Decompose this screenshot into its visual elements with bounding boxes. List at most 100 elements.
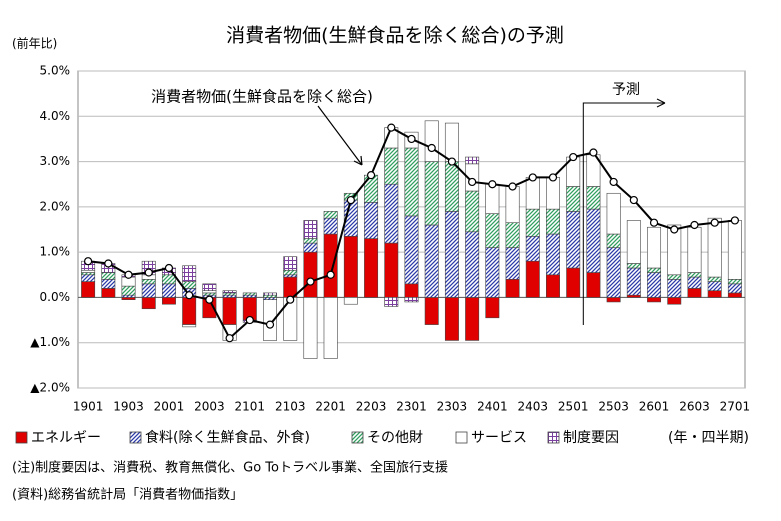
bar-segment xyxy=(404,147,419,217)
bar-segment xyxy=(707,217,722,278)
bar-segment xyxy=(323,211,338,219)
bar-segment xyxy=(141,283,156,298)
bar-segment xyxy=(263,297,277,300)
bar-segment xyxy=(606,297,621,303)
bar-segment xyxy=(242,292,257,296)
bar-segment xyxy=(202,292,217,296)
legend-label: エネルギー xyxy=(31,430,101,446)
total-point xyxy=(548,173,558,182)
total-point xyxy=(730,216,739,225)
total-point xyxy=(104,259,113,268)
bar-segment xyxy=(727,220,742,280)
x-unit: (年・四半期) xyxy=(668,430,749,446)
bar-segment xyxy=(121,297,136,300)
bar-segment xyxy=(727,292,742,298)
x-tick-label: 2003 xyxy=(194,400,225,414)
legend-label: その他財 xyxy=(367,430,423,446)
legend-swatch xyxy=(15,431,28,444)
bar-segment xyxy=(687,288,702,298)
total-point xyxy=(205,295,214,304)
total-point xyxy=(690,220,699,230)
x-tick-label: 2701 xyxy=(720,400,751,414)
total-point xyxy=(265,320,275,329)
legend-swatch xyxy=(455,431,468,444)
y-tick-label: ▲1.0% xyxy=(30,335,70,349)
bar-segment xyxy=(323,233,338,298)
bar-segment xyxy=(404,297,419,303)
bar-segment xyxy=(626,267,641,296)
legend-label: 食料(除く生鮮食品、外食) xyxy=(145,429,310,446)
total-point xyxy=(609,177,618,187)
bar-segment xyxy=(101,279,116,289)
bar-segment xyxy=(222,292,237,296)
bar-segment xyxy=(465,156,480,165)
bar-segment xyxy=(323,297,338,359)
bar-segment xyxy=(424,297,439,325)
bar-segment xyxy=(444,161,459,212)
bar-segment xyxy=(202,283,217,291)
bar-segment xyxy=(161,274,176,285)
note: (資料)総務省統計局「消費者物価指数」 xyxy=(12,487,243,503)
bar-segment xyxy=(364,202,379,239)
total-point xyxy=(710,218,719,227)
x-tick-label: 2303 xyxy=(437,400,468,414)
annotation-arrow xyxy=(317,105,363,166)
total-point xyxy=(225,334,234,343)
bar-segment xyxy=(667,297,682,305)
y-tick-label: 3.0% xyxy=(40,154,71,168)
bar-segment xyxy=(667,279,682,298)
total-point xyxy=(488,180,497,189)
bar-segment xyxy=(384,242,399,298)
total-point xyxy=(185,291,194,300)
bar-segment xyxy=(81,272,96,276)
legend-swatch xyxy=(129,431,142,444)
bar-segment xyxy=(263,294,277,298)
bar-segment xyxy=(727,283,742,294)
bar-segment xyxy=(161,283,176,298)
bar-segment xyxy=(586,208,601,273)
bar-segment xyxy=(384,297,399,307)
y-tick-label: ▲2.0% xyxy=(30,381,70,395)
bar-segment xyxy=(384,183,399,244)
bar-segment xyxy=(121,285,136,296)
bar-segment xyxy=(626,220,641,264)
bar-segment xyxy=(424,120,439,162)
bar-segment xyxy=(626,294,641,298)
bar-segment xyxy=(404,215,419,285)
total-point xyxy=(528,173,537,182)
x-tick-label: 2101 xyxy=(235,400,266,414)
y-tick-label: 1.0% xyxy=(40,245,71,259)
bar-segment xyxy=(121,294,136,298)
bar-segment xyxy=(303,238,318,244)
bar-segment xyxy=(303,297,318,359)
bar-segment xyxy=(626,263,641,269)
bar-segment xyxy=(505,186,520,224)
bar-segment xyxy=(505,279,520,298)
chart-title: 消費者物価(生鮮食品を除く総合)の予測 xyxy=(226,25,564,47)
bar-segment xyxy=(687,276,702,289)
total-point xyxy=(407,134,416,144)
x-tick-label: 2401 xyxy=(477,400,508,414)
total-point xyxy=(589,148,598,157)
bar-segment xyxy=(384,147,399,185)
x-tick-label: 2503 xyxy=(598,400,629,414)
bar-segment xyxy=(586,186,601,210)
bar-segment xyxy=(364,238,379,298)
bar-segment xyxy=(263,292,277,296)
total-point xyxy=(84,257,93,266)
x-tick-label: 2103 xyxy=(275,400,306,414)
bar-segment xyxy=(303,251,318,298)
bar-segment xyxy=(81,281,96,298)
bar-segment xyxy=(566,186,581,212)
bar-segment xyxy=(727,279,742,285)
bar-segment xyxy=(424,224,439,298)
bar-segment xyxy=(222,294,237,298)
bar-segment xyxy=(525,235,540,262)
bar-segment xyxy=(242,294,257,298)
total-point xyxy=(670,225,679,234)
bar-segment xyxy=(222,297,237,325)
bar-segment xyxy=(141,297,156,310)
total-point xyxy=(144,268,153,277)
x-tick-label: 2301 xyxy=(396,400,427,414)
